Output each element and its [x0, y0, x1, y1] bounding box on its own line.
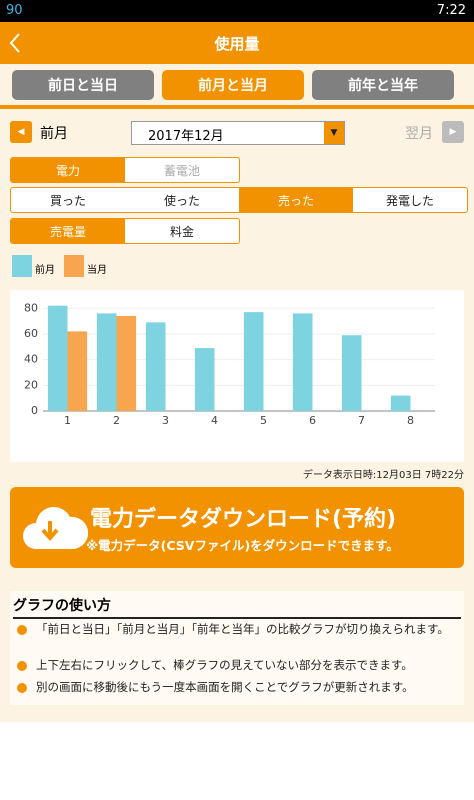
x-tick-label: 3: [162, 414, 169, 427]
x-tick-label: 7: [358, 414, 365, 427]
period-select[interactable]: 2017年12月 ▼: [131, 121, 345, 145]
next-label: 翌月: [405, 126, 433, 142]
legend-swatch: [64, 255, 84, 277]
prev-button[interactable]: ◀: [10, 121, 32, 143]
download-title: 電力データダウンロード(予約): [90, 507, 397, 532]
bar: [292, 313, 313, 411]
next-button: ▶: [442, 121, 464, 143]
bar: [145, 322, 166, 411]
divider: [0, 105, 474, 109]
x-tick-label: 4: [211, 414, 218, 427]
legend-label: 当月: [87, 265, 107, 276]
y-tick-label: 20: [24, 378, 38, 391]
x-tick-label: 1: [64, 414, 71, 427]
y-tick-label: 80: [24, 301, 38, 314]
x-tick-label: 5: [260, 414, 267, 427]
cloud-icon: [23, 507, 88, 549]
bar: [194, 348, 215, 411]
battery-level: 90: [6, 3, 23, 18]
legend-swatch: [12, 255, 32, 277]
legend-label: 前月: [35, 265, 55, 276]
type-toggle: 電力 蓄電池: [10, 157, 240, 183]
x-tick-label: 6: [309, 414, 316, 427]
toggle-option[interactable]: 料金: [169, 224, 194, 239]
download-button[interactable]: 電力データダウンロード(予約) ※電力データ(CSVファイル)をダウンロードでき…: [10, 487, 464, 568]
chart: 0 20 40 60 80 1 2 3 4 5 6 7 8: [10, 290, 464, 462]
download-note: ※電力データ(CSVファイル)をダウンロードできます。: [86, 538, 399, 553]
header: 使用量: [0, 22, 474, 64]
y-tick-label: 0: [31, 404, 38, 417]
tab[interactable]: 前年と当年: [312, 70, 454, 100]
x-tick-label: 2: [113, 414, 120, 427]
bar: [47, 305, 68, 411]
tab[interactable]: 前日と当日: [12, 70, 154, 100]
bar: [116, 315, 137, 411]
guide: グラフの使い方 「前日と当日」「前月と当月」「前年と当年」の比較グラフが切り換え…: [10, 591, 464, 705]
toggle-option[interactable]: 電力: [11, 158, 125, 182]
bar: [67, 331, 88, 411]
bar: [243, 312, 264, 411]
toggle-option[interactable]: 売った: [239, 188, 353, 212]
clock: 7:22: [436, 3, 466, 18]
bar: [341, 335, 362, 411]
guide-item: 「前日と当日」「前月と当月」「前年と当年」の比較グラフが切り換えられます。: [36, 622, 449, 636]
back-button[interactable]: [8, 32, 22, 54]
toggle-option[interactable]: 発電した: [385, 193, 434, 208]
guide-item: 別の画面に移動後にもう一度本画面を開くことでグラフが更新されます。: [36, 680, 414, 694]
header-title: 使用量: [214, 35, 260, 53]
toggle-option[interactable]: 蓄電池: [163, 163, 200, 178]
y-tick-label: 40: [24, 353, 38, 366]
guide-item: 上下左右にフリックして、棒グラフの見えていない部分を表示できます。: [36, 658, 413, 672]
x-tick-label: 8: [407, 414, 414, 427]
bullet: [17, 661, 27, 671]
metric-toggle: 売電量 料金: [10, 218, 240, 244]
y-tick-label: 60: [24, 327, 38, 340]
timestamp: データ表示日時:12月03日 7時22分: [302, 470, 464, 481]
guide-title: グラフの使い方: [13, 595, 461, 619]
status-bar: 90 7:22: [0, 0, 474, 22]
bar: [96, 313, 117, 411]
tab[interactable]: 前月と当月: [162, 70, 304, 100]
action-toggle: 買った 使った 売った 発電した: [10, 187, 468, 213]
bullet: [17, 683, 27, 693]
prev-label[interactable]: 前月: [40, 126, 68, 142]
bar: [390, 395, 411, 411]
bullet: [17, 625, 27, 635]
selected-period: 2017年12月: [148, 129, 224, 144]
toggle-option[interactable]: 買った: [49, 193, 86, 208]
toggle-option[interactable]: 使った: [163, 193, 200, 208]
toggle-option[interactable]: 売電量: [11, 219, 125, 243]
